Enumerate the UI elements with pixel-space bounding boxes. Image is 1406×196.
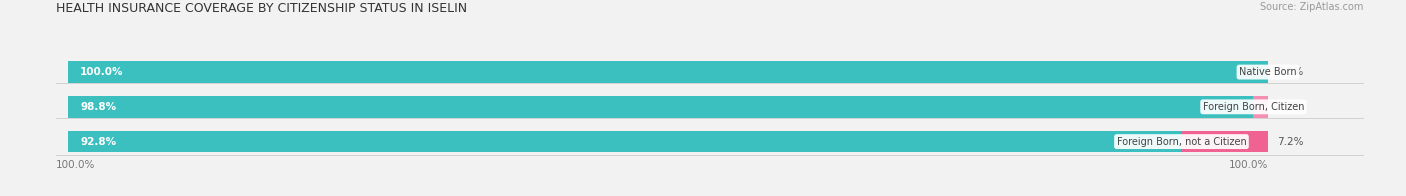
Text: 1.2%: 1.2%: [1278, 102, 1303, 112]
Text: HEALTH INSURANCE COVERAGE BY CITIZENSHIP STATUS IN ISELIN: HEALTH INSURANCE COVERAGE BY CITIZENSHIP…: [56, 2, 467, 15]
Bar: [69, 96, 1254, 118]
Bar: [69, 96, 1268, 118]
Bar: [69, 131, 1268, 152]
Text: Native Born: Native Born: [1239, 67, 1296, 77]
Bar: [69, 61, 1268, 83]
Text: 100.0%: 100.0%: [80, 67, 124, 77]
Bar: [1181, 131, 1268, 152]
Text: 100.0%: 100.0%: [56, 160, 96, 170]
Text: Source: ZipAtlas.com: Source: ZipAtlas.com: [1260, 2, 1364, 12]
Text: 100.0%: 100.0%: [1229, 160, 1268, 170]
Bar: [69, 131, 1181, 152]
Text: 92.8%: 92.8%: [80, 137, 117, 147]
Text: Foreign Born, Citizen: Foreign Born, Citizen: [1202, 102, 1305, 112]
Text: 7.2%: 7.2%: [1278, 137, 1303, 147]
Text: Foreign Born, not a Citizen: Foreign Born, not a Citizen: [1116, 137, 1246, 147]
Bar: [1254, 96, 1268, 118]
Text: 98.8%: 98.8%: [80, 102, 117, 112]
Text: 0.0%: 0.0%: [1278, 67, 1303, 77]
Bar: [69, 61, 1268, 83]
